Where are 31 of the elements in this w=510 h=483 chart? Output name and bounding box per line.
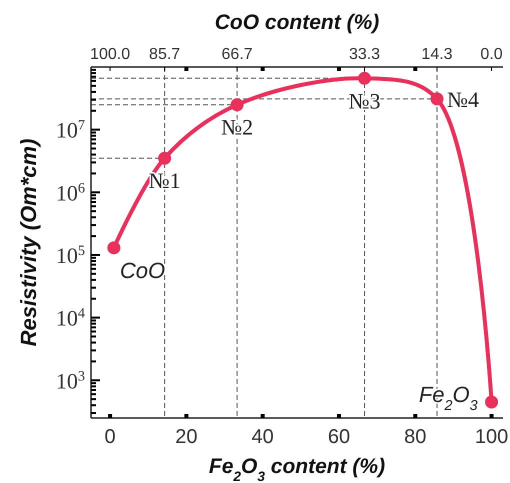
x2-tick-label: 33.3: [348, 46, 380, 63]
y-tick-label: 10$^{6}$: [56, 180, 85, 206]
point: [107, 241, 120, 254]
x2-tick-label: 66.7: [222, 46, 253, 63]
x-tick-label: 40: [252, 426, 274, 448]
y-tick-label: 10$^{5}$: [56, 242, 85, 268]
x-tick-label: 60: [328, 426, 350, 448]
annotation: CoO: [120, 258, 166, 283]
y-tick-label: 10$^{7}$: [56, 118, 85, 143]
annotation: №4: [447, 86, 480, 112]
x2-tick-label: 100.0: [90, 46, 130, 63]
point: [230, 98, 244, 112]
x2-tick-label: 14.3: [421, 46, 453, 63]
x-axis-title: Fe$_{2}$O$_{3}$ content (%): [208, 455, 386, 483]
y-tick-label: 10$^{4}$: [56, 306, 85, 331]
x2-tick-label: 0.0: [480, 46, 503, 63]
annotation: №2: [221, 114, 254, 140]
x2-tick-label: 85.7: [149, 46, 180, 63]
annotation: №1: [148, 168, 181, 194]
x-tick-label: 0: [104, 426, 116, 448]
y-axis-title: Resistivity (Om*cm): [16, 138, 41, 346]
point: [430, 92, 444, 106]
point: [358, 72, 372, 85]
point: [158, 152, 172, 165]
x-tick-label: 80: [404, 426, 426, 448]
y-tick-label: 10$^{3}$: [56, 368, 85, 394]
annotation: Fe$_{2}$O$_{3}$: [418, 382, 478, 414]
x-tick-label: 20: [175, 426, 198, 448]
point: [485, 396, 498, 409]
x2-axis-title: CoO content (%): [214, 11, 380, 34]
x-tick-label: 100: [474, 426, 508, 448]
